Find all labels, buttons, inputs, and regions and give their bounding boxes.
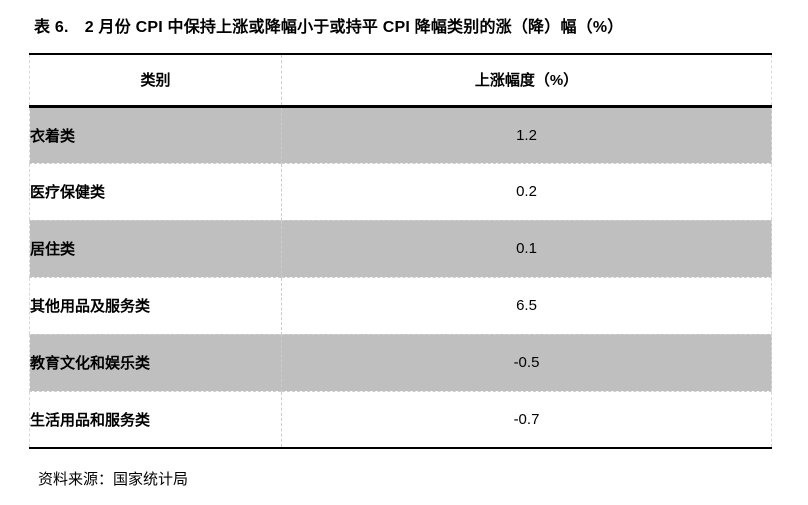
source-note: 资料来源：国家统计局 [38, 471, 189, 488]
table-row: 其他用品及服务类 6.5 [29, 277, 772, 334]
cpi-table: 类别 上涨幅度（%） 衣着类 1.2 医疗保健类 0.2 居住类 0.1 其他用… [29, 53, 772, 449]
value-cell: 0.2 [516, 183, 537, 200]
table-row: 居住类 0.1 [29, 220, 772, 277]
table-row: 教育文化和娱乐类 -0.5 [29, 334, 772, 391]
value-cell: 6.5 [516, 297, 537, 314]
table-row: 生活用品和服务类 -0.7 [29, 391, 772, 448]
value-cell: 0.1 [516, 240, 537, 257]
category-cell: 医疗保健类 [29, 163, 282, 220]
table-caption: 表 6. 2 月份 CPI 中保持上涨或降幅小于或持平 CPI 降幅类别的涨（降… [34, 19, 624, 36]
header-row: 类别 上涨幅度（%） [29, 54, 772, 106]
table-row: 医疗保健类 0.2 [29, 163, 772, 220]
category-cell: 教育文化和娱乐类 [29, 334, 282, 391]
table-row: 衣着类 1.2 [29, 106, 772, 163]
category-cell: 衣着类 [29, 106, 282, 163]
table-body: 衣着类 1.2 医疗保健类 0.2 居住类 0.1 其他用品及服务类 6.5 教… [29, 106, 772, 448]
category-cell: 居住类 [29, 220, 282, 277]
header-category: 类别 [29, 54, 282, 106]
header-value: 上涨幅度（%） [474, 72, 579, 90]
category-cell: 生活用品和服务类 [29, 391, 282, 448]
value-cell: -0.5 [513, 354, 540, 371]
value-cell: 1.2 [516, 126, 537, 144]
category-cell: 其他用品及服务类 [29, 277, 282, 334]
table-header: 类别 上涨幅度（%） [29, 54, 772, 106]
value-cell: -0.7 [513, 410, 540, 428]
